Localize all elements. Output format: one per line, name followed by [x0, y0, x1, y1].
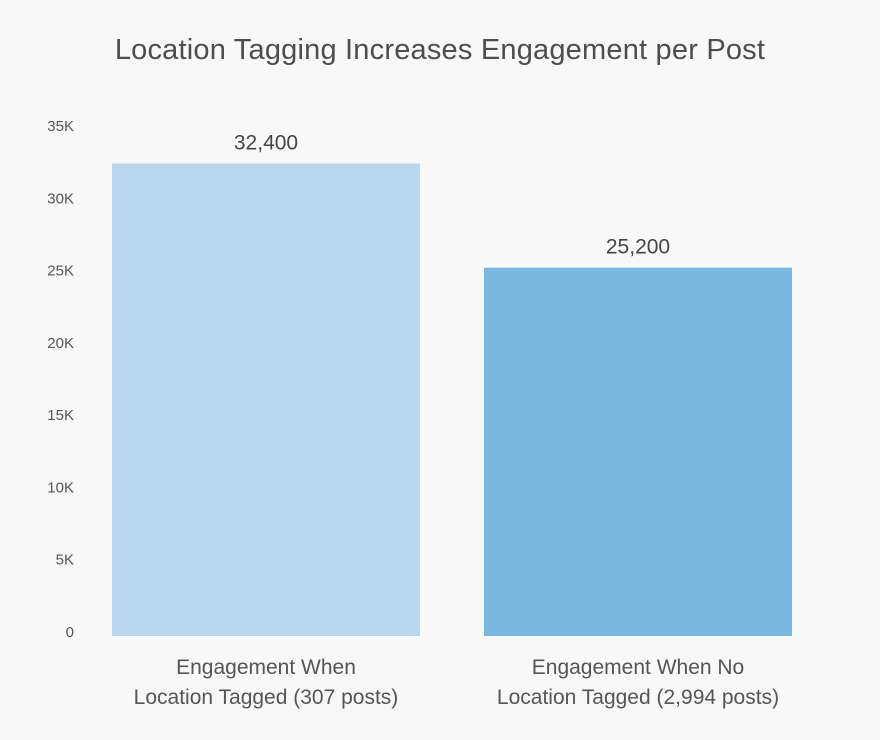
- y-tick-label: 35K: [47, 118, 74, 135]
- value-labels: 32,400 25,200: [234, 132, 670, 259]
- y-tick-label: 5K: [56, 552, 74, 569]
- chart-title: Location Tagging Increases Engagement pe…: [114, 34, 766, 66]
- bar-value-label: 25,200: [606, 236, 670, 259]
- x-category-label: Location Tagged (2,994 posts): [497, 686, 779, 709]
- y-tick-label: 20K: [47, 335, 74, 352]
- x-category-label: Engagement When No: [532, 656, 744, 679]
- y-tick-label: 30K: [47, 190, 74, 207]
- x-axis: Engagement When Location Tagged (307 post…: [134, 656, 779, 709]
- x-category-label: Engagement When: [176, 656, 356, 679]
- y-tick-label: 25K: [47, 263, 74, 280]
- y-tick-label: 15K: [47, 407, 74, 424]
- y-tick-label: 0: [66, 624, 74, 641]
- y-axis: 0 5K 10K 15K 20K 25K 30K 35K: [47, 118, 74, 641]
- bar-2: [484, 267, 792, 636]
- bar-1: [112, 163, 420, 637]
- bar-value-label: 32,400: [234, 132, 298, 155]
- y-tick-label: 10K: [47, 479, 74, 496]
- x-category-label: Location Tagged (307 posts): [134, 686, 399, 709]
- bars: [112, 163, 792, 637]
